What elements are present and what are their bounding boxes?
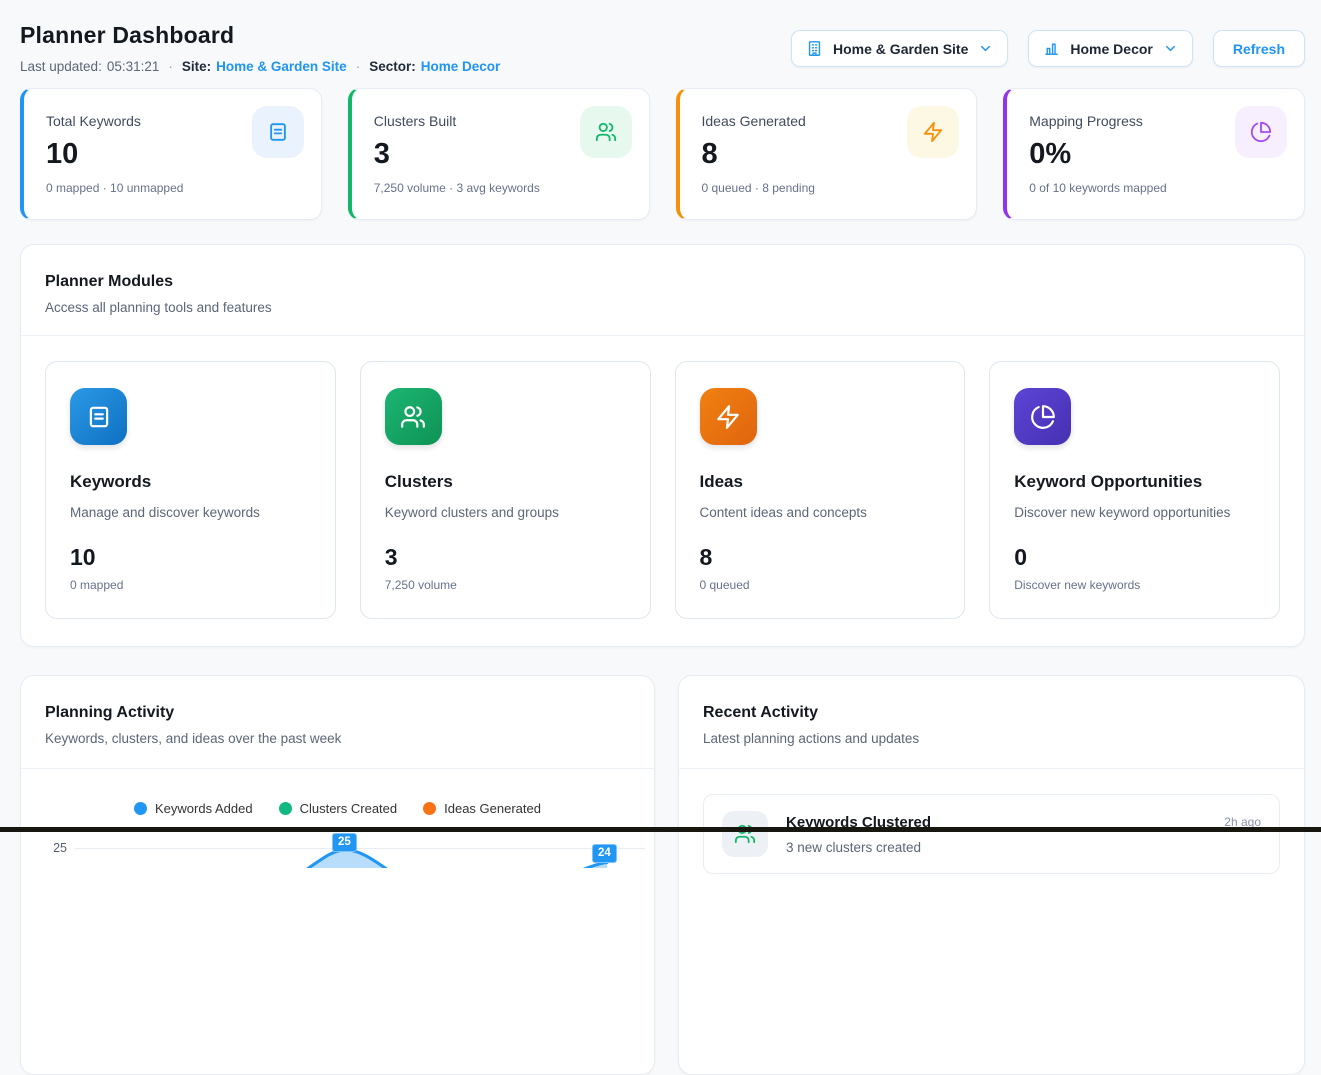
recent-activity-subtitle: Latest planning actions and updates bbox=[703, 731, 1280, 746]
module-subtext: 0 queued bbox=[700, 578, 943, 592]
sector-selector-dropdown[interactable]: Home Decor bbox=[1028, 30, 1192, 67]
module-description: Keyword clusters and groups bbox=[385, 505, 628, 520]
users-icon bbox=[580, 106, 632, 158]
module-card-clusters[interactable]: Clusters Keyword clusters and groups 3 7… bbox=[360, 361, 651, 619]
document-icon bbox=[252, 106, 304, 158]
stat-card-clusters-built: Clusters Built 3 7,250 volume · 3 avg ke… bbox=[348, 88, 650, 220]
stat-subtext: 0 queued · 8 pending bbox=[702, 181, 957, 195]
meta-separator: · bbox=[356, 59, 361, 74]
planner-modules-subtitle: Access all planning tools and features bbox=[45, 300, 1280, 315]
legend-item-ideas-generated[interactable]: Ideas Generated bbox=[423, 801, 541, 816]
stat-subtext: 7,250 volume · 3 avg keywords bbox=[374, 181, 629, 195]
zap-icon bbox=[907, 106, 959, 158]
module-title: Keyword Opportunities bbox=[1014, 472, 1257, 492]
recent-activity-title: Recent Activity bbox=[703, 704, 1280, 722]
module-description: Manage and discover keywords bbox=[70, 505, 313, 520]
planning-activity-subtitle: Keywords, clusters, and ideas over the p… bbox=[45, 731, 630, 746]
legend-dot-blue bbox=[134, 802, 147, 815]
site-selector-dropdown[interactable]: Home & Garden Site bbox=[791, 30, 1008, 67]
site-label: Site: bbox=[182, 59, 211, 74]
users-icon bbox=[722, 811, 768, 857]
meta-separator: · bbox=[168, 59, 173, 74]
site-meta: Site: Home & Garden Site bbox=[182, 59, 347, 74]
toolbar: Home & Garden Site Home Decor bbox=[791, 30, 1305, 67]
site-link[interactable]: Home & Garden Site bbox=[216, 59, 347, 74]
building-icon bbox=[806, 40, 823, 57]
stat-subtext: 0 of 10 keywords mapped bbox=[1029, 181, 1284, 195]
data-point-label-24: 24 bbox=[592, 844, 617, 863]
module-subtext: 0 mapped bbox=[70, 578, 313, 592]
refresh-button-label: Refresh bbox=[1233, 41, 1285, 57]
module-description: Discover new keyword opportunities bbox=[1014, 505, 1257, 520]
legend-label: Ideas Generated bbox=[444, 801, 541, 816]
document-icon bbox=[70, 388, 127, 445]
stat-cards-row: Total Keywords 10 0 mapped · 10 unmapped… bbox=[20, 88, 1305, 220]
planner-modules-panel: Planner Modules Access all planning tool… bbox=[20, 244, 1305, 647]
planning-activity-panel: Planning Activity Keywords, clusters, an… bbox=[20, 675, 655, 1075]
recent-activity-header: Recent Activity Latest planning actions … bbox=[679, 676, 1304, 769]
planning-activity-header: Planning Activity Keywords, clusters, an… bbox=[21, 676, 654, 769]
legend-item-clusters-created[interactable]: Clusters Created bbox=[279, 801, 398, 816]
module-value: 8 bbox=[700, 544, 943, 571]
bottom-row: Planning Activity Keywords, clusters, an… bbox=[20, 675, 1305, 1075]
chart-legend: Keywords Added Clusters Created Ideas Ge… bbox=[21, 801, 654, 816]
bar-chart-icon bbox=[1043, 40, 1060, 57]
bottom-edge-bar bbox=[0, 827, 1321, 832]
stat-card-mapping-progress: Mapping Progress 0% 0 of 10 keywords map… bbox=[1003, 88, 1305, 220]
chevron-down-icon bbox=[978, 41, 993, 56]
site-selector-label: Home & Garden Site bbox=[833, 41, 968, 57]
activity-item-body: Keywords Clustered 3 new clusters create… bbox=[786, 811, 1206, 855]
legend-label: Keywords Added bbox=[155, 801, 253, 816]
module-title: Keywords bbox=[70, 472, 313, 492]
users-icon bbox=[385, 388, 442, 445]
module-value: 10 bbox=[70, 544, 313, 571]
module-card-ideas[interactable]: Ideas Content ideas and concepts 8 0 que… bbox=[675, 361, 966, 619]
planning-activity-title: Planning Activity bbox=[45, 704, 630, 722]
stat-card-total-keywords: Total Keywords 10 0 mapped · 10 unmapped bbox=[20, 88, 322, 220]
pie-chart-icon bbox=[1014, 388, 1071, 445]
legend-item-keywords-added[interactable]: Keywords Added bbox=[134, 801, 253, 816]
activity-item-description: 3 new clusters created bbox=[786, 840, 1206, 855]
last-updated: Last updated: 05:31:21 bbox=[20, 59, 159, 74]
activity-item-keywords-clustered: Keywords Clustered 3 new clusters create… bbox=[703, 794, 1280, 874]
legend-label: Clusters Created bbox=[300, 801, 398, 816]
planner-modules-title: Planner Modules bbox=[45, 273, 1280, 291]
pie-chart-icon bbox=[1235, 106, 1287, 158]
module-value: 3 bbox=[385, 544, 628, 571]
planner-modules-header: Planner Modules Access all planning tool… bbox=[21, 245, 1304, 336]
module-title: Clusters bbox=[385, 472, 628, 492]
chevron-down-icon bbox=[1163, 41, 1178, 56]
module-subtext: 7,250 volume bbox=[385, 578, 628, 592]
refresh-button[interactable]: Refresh bbox=[1213, 30, 1305, 67]
stat-subtext: 0 mapped · 10 unmapped bbox=[46, 181, 301, 195]
activity-area-chart: 25 25 24 bbox=[21, 816, 654, 868]
module-title: Ideas bbox=[700, 472, 943, 492]
legend-dot-orange bbox=[423, 802, 436, 815]
sector-meta: Sector: Home Decor bbox=[369, 59, 500, 74]
zap-icon bbox=[700, 388, 757, 445]
stat-card-ideas-generated: Ideas Generated 8 0 queued · 8 pending bbox=[676, 88, 978, 220]
data-point-label-25: 25 bbox=[332, 833, 357, 852]
module-cards-row: Keywords Manage and discover keywords 10… bbox=[21, 336, 1304, 646]
module-value: 0 bbox=[1014, 544, 1257, 571]
legend-dot-green bbox=[279, 802, 292, 815]
module-description: Content ideas and concepts bbox=[700, 505, 943, 520]
sector-link[interactable]: Home Decor bbox=[421, 59, 501, 74]
last-updated-label: Last updated: bbox=[20, 59, 102, 74]
module-card-keyword-opportunities[interactable]: Keyword Opportunities Discover new keywo… bbox=[989, 361, 1280, 619]
module-card-keywords[interactable]: Keywords Manage and discover keywords 10… bbox=[45, 361, 336, 619]
page-header: Planner Dashboard Last updated: 05:31:21… bbox=[20, 0, 1305, 74]
sector-selector-label: Home Decor bbox=[1070, 41, 1152, 57]
recent-activity-panel: Recent Activity Latest planning actions … bbox=[678, 675, 1305, 1075]
sector-label: Sector: bbox=[369, 59, 416, 74]
module-subtext: Discover new keywords bbox=[1014, 578, 1257, 592]
planner-dashboard-page: Planner Dashboard Last updated: 05:31:21… bbox=[0, 0, 1321, 1075]
last-updated-time: 05:31:21 bbox=[107, 59, 160, 74]
